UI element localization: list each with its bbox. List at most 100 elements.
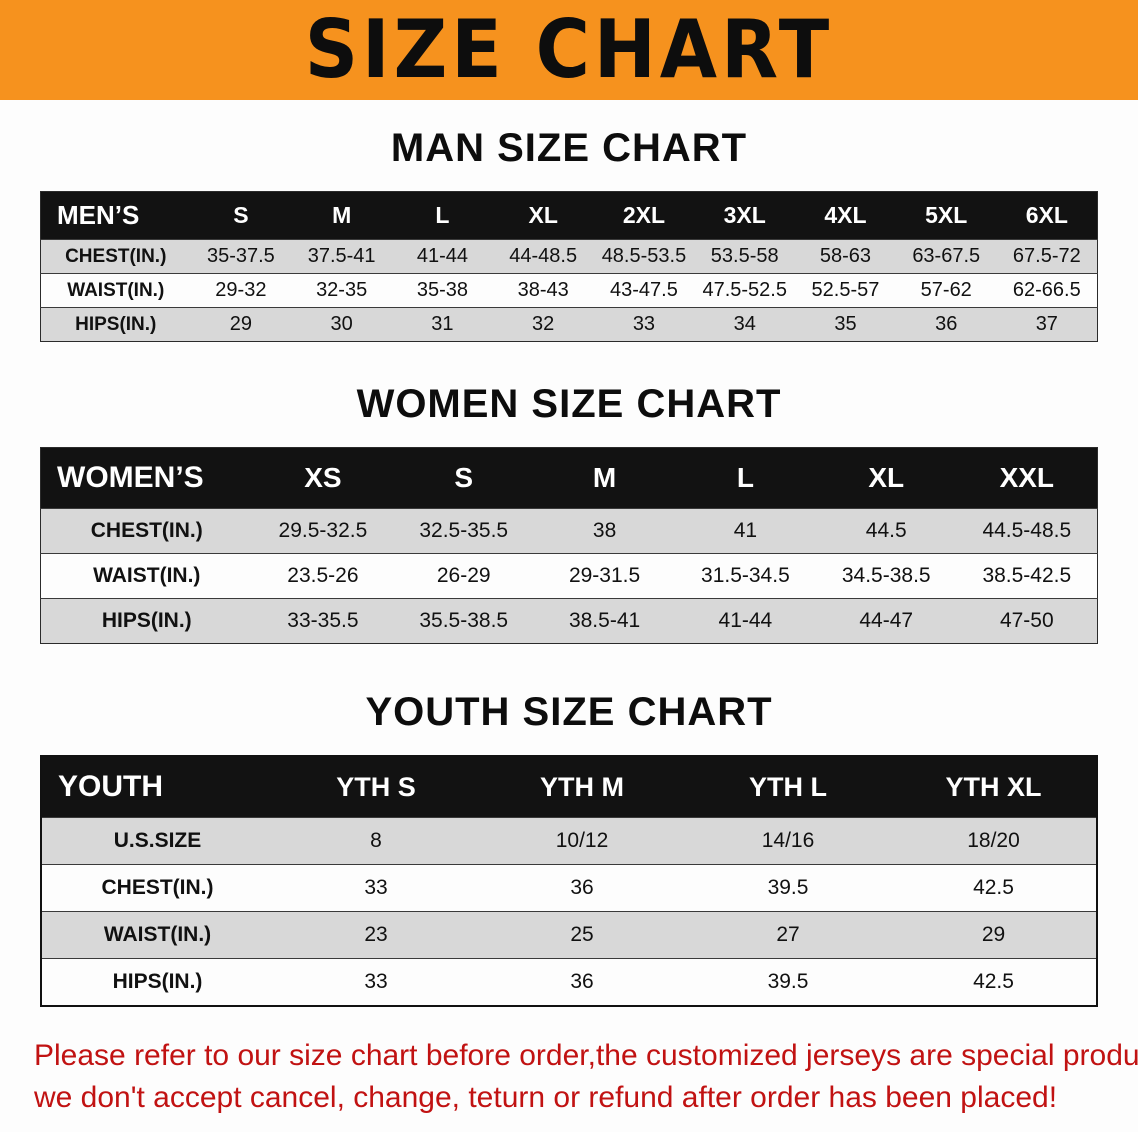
value-cell: 35 bbox=[795, 307, 896, 342]
size-header-cell: 2XL bbox=[593, 191, 695, 240]
value-cell: 39.5 bbox=[685, 864, 891, 912]
value-cell: 41 bbox=[674, 508, 816, 554]
value-cell: 38 bbox=[534, 508, 675, 554]
men-size-table: MEN’S S M L XL 2XL 3XL 4XL 5XL 6XL CHEST(IN.) 35-37… bbox=[40, 191, 1098, 342]
size-header-cell: S bbox=[190, 191, 292, 240]
value-cell: 38-43 bbox=[492, 273, 594, 308]
table-title-cell: MEN’S bbox=[40, 191, 191, 240]
value-cell: 44-47 bbox=[815, 598, 957, 644]
value-cell: 37 bbox=[996, 307, 1098, 342]
value-cell: 52.5-57 bbox=[795, 273, 896, 308]
value-cell: 23 bbox=[273, 911, 479, 959]
size-header-cell: S bbox=[393, 447, 535, 509]
row-label-cell: WAIST(IN.) bbox=[40, 273, 191, 308]
value-cell: 38.5-42.5 bbox=[956, 553, 1098, 599]
footer-note: Please refer to our size chart before or… bbox=[34, 1035, 1138, 1119]
size-header-cell: M bbox=[534, 447, 675, 509]
value-cell: 26-29 bbox=[393, 553, 535, 599]
value-cell: 35-37.5 bbox=[190, 239, 292, 274]
value-cell: 8 bbox=[273, 817, 479, 865]
value-cell: 33 bbox=[273, 864, 479, 912]
value-cell: 44.5 bbox=[815, 508, 957, 554]
table-row: HIPS(IN.) 29 30 31 32 33 34 35 36 37 bbox=[40, 307, 1098, 342]
value-cell: 67.5-72 bbox=[996, 239, 1098, 274]
table-header-row: YOUTH YTH S YTH M YTH L YTH XL bbox=[41, 756, 1097, 818]
women-size-section: WOMEN SIZE CHART WOMEN’S XS S M L XL XXL CHEST(… bbox=[0, 382, 1138, 644]
men-section-heading: MAN SIZE CHART bbox=[390, 126, 748, 170]
value-cell: 39.5 bbox=[685, 958, 891, 1006]
table-row: WAIST(IN.) 29-32 32-35 35-38 38-43 43-47.5 47.… bbox=[40, 273, 1098, 308]
table-header-row: WOMEN’S XS S M L XL XXL bbox=[40, 447, 1098, 509]
value-cell: 36 bbox=[895, 307, 997, 342]
table-title-cell: WOMEN’S bbox=[40, 447, 253, 509]
footer-line-1: Please refer to our size chart before or… bbox=[34, 1039, 1138, 1072]
value-cell: 29 bbox=[190, 307, 292, 342]
value-cell: 41-44 bbox=[674, 598, 816, 644]
value-cell: 63-67.5 bbox=[895, 239, 997, 274]
size-header-cell: 5XL bbox=[895, 191, 997, 240]
size-header-cell: YTH L bbox=[685, 756, 891, 818]
size-header-cell: 3XL bbox=[694, 191, 796, 240]
row-label-cell: CHEST(IN.) bbox=[41, 864, 273, 912]
row-label-cell: U.S.SIZE bbox=[41, 817, 273, 865]
size-header-cell: YTH S bbox=[273, 756, 479, 818]
value-cell: 36 bbox=[479, 958, 685, 1006]
value-cell: 62-66.5 bbox=[996, 273, 1098, 308]
table-header-row: MEN’S S M L XL 2XL 3XL 4XL 5XL 6XL bbox=[40, 191, 1098, 240]
value-cell: 43-47.5 bbox=[593, 273, 695, 308]
table-row: CHEST(IN.) 29.5-32.5 32.5-35.5 38 41 44.5 44.5… bbox=[40, 508, 1098, 554]
size-header-cell: YTH XL bbox=[891, 756, 1097, 818]
women-size-table: WOMEN’S XS S M L XL XXL CHEST(IN.) 29.5-32.5 32.5… bbox=[40, 447, 1098, 644]
size-header-cell: L bbox=[392, 191, 493, 240]
value-cell: 10/12 bbox=[479, 817, 685, 865]
table-title-cell: YOUTH bbox=[41, 756, 273, 818]
youth-section-heading: YOUTH SIZE CHART bbox=[365, 690, 773, 734]
value-cell: 53.5-58 bbox=[694, 239, 796, 274]
table-row: WAIST(IN.) 23 25 27 29 bbox=[41, 911, 1097, 959]
table-row: U.S.SIZE 8 10/12 14/16 18/20 bbox=[41, 817, 1097, 865]
value-cell: 23.5-26 bbox=[252, 553, 394, 599]
size-header-cell: XS bbox=[252, 447, 394, 509]
value-cell: 18/20 bbox=[891, 817, 1097, 865]
value-cell: 44-48.5 bbox=[492, 239, 594, 274]
table-row: CHEST(IN.) 35-37.5 37.5-41 41-44 44-48.5 48.5… bbox=[40, 239, 1098, 274]
value-cell: 35-38 bbox=[392, 273, 493, 308]
youth-size-section: YOUTH SIZE CHART YOUTH YTH S YTH M YTH L YTH… bbox=[0, 690, 1138, 1007]
size-header-cell: L bbox=[674, 447, 816, 509]
size-header-cell: XL bbox=[815, 447, 957, 509]
value-cell: 42.5 bbox=[891, 958, 1097, 1006]
value-cell: 47.5-52.5 bbox=[694, 273, 796, 308]
value-cell: 29-32 bbox=[190, 273, 292, 308]
table-row: HIPS(IN.) 33-35.5 35.5-38.5 38.5-41 41-44 44-… bbox=[40, 598, 1098, 644]
size-chart-banner: SIZE CHART bbox=[0, 0, 1138, 100]
value-cell: 14/16 bbox=[685, 817, 891, 865]
banner-title: SIZE CHART bbox=[304, 3, 834, 97]
value-cell: 29.5-32.5 bbox=[252, 508, 394, 554]
size-header-cell: XXL bbox=[956, 447, 1098, 509]
value-cell: 31.5-34.5 bbox=[674, 553, 816, 599]
value-cell: 32.5-35.5 bbox=[393, 508, 535, 554]
value-cell: 29-31.5 bbox=[534, 553, 675, 599]
size-header-cell: XL bbox=[492, 191, 594, 240]
size-header-cell: M bbox=[291, 191, 393, 240]
value-cell: 32-35 bbox=[291, 273, 393, 308]
table-row: CHEST(IN.) 33 36 39.5 42.5 bbox=[41, 864, 1097, 912]
value-cell: 34.5-38.5 bbox=[815, 553, 957, 599]
value-cell: 34 bbox=[694, 307, 796, 342]
value-cell: 29 bbox=[891, 911, 1097, 959]
value-cell: 37.5-41 bbox=[291, 239, 393, 274]
women-section-heading: WOMEN SIZE CHART bbox=[356, 382, 782, 426]
table-row: HIPS(IN.) 33 36 39.5 42.5 bbox=[41, 958, 1097, 1006]
row-label-cell: CHEST(IN.) bbox=[40, 508, 253, 554]
value-cell: 41-44 bbox=[392, 239, 493, 274]
value-cell: 58-63 bbox=[795, 239, 896, 274]
row-label-cell: HIPS(IN.) bbox=[41, 958, 273, 1006]
youth-size-table: YOUTH YTH S YTH M YTH L YTH XL U.S.SIZE 8 10/12… bbox=[40, 755, 1098, 1007]
value-cell: 33 bbox=[273, 958, 479, 1006]
size-header-cell: YTH M bbox=[479, 756, 685, 818]
value-cell: 30 bbox=[291, 307, 393, 342]
value-cell: 57-62 bbox=[895, 273, 997, 308]
value-cell: 47-50 bbox=[956, 598, 1098, 644]
row-label-cell: HIPS(IN.) bbox=[40, 598, 253, 644]
value-cell: 38.5-41 bbox=[534, 598, 675, 644]
